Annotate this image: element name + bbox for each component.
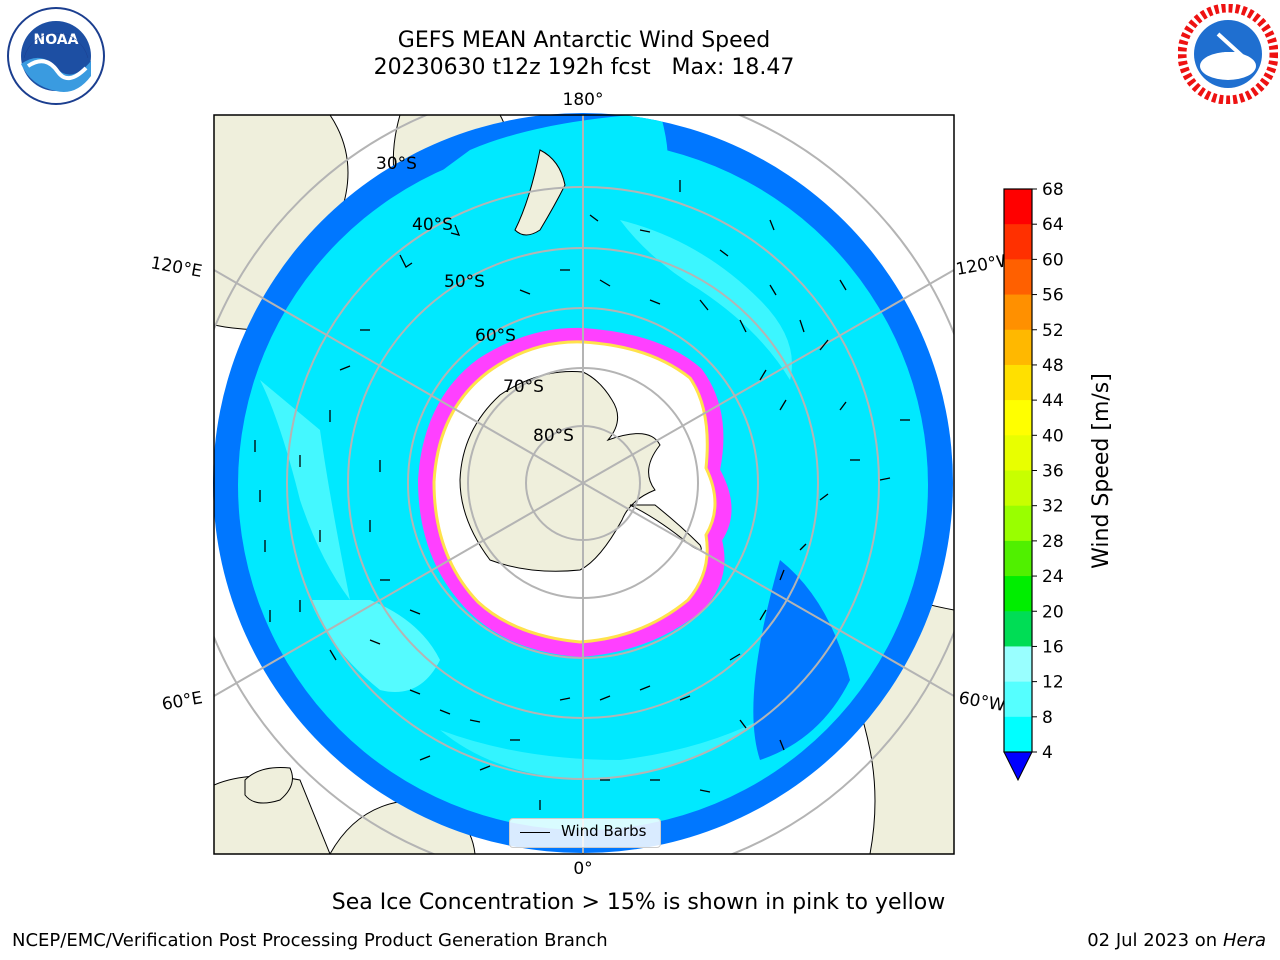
colorbar-tick-label: 24 (1042, 567, 1064, 587)
colorbar-cell (1004, 400, 1032, 436)
wind-barb-line-icon (520, 832, 550, 833)
colorbar-cell (1004, 259, 1032, 296)
colorbar-cell (1004, 611, 1032, 647)
colorbar-ticks: 68 64 60 56 52 48 44 40 36 32 28 24 20 16 12 8 4 (1032, 180, 1064, 763)
lon-label-0: 0° (573, 859, 592, 879)
colorbar-tick-label: 20 (1042, 602, 1064, 622)
lon-label-180: 180° (563, 90, 604, 110)
footer-date: 02 Jul 2023 on Hera (1087, 930, 1266, 951)
colorbar-tick-label: 56 (1042, 286, 1064, 306)
graticule (214, 115, 954, 854)
colorbar-cell (1004, 294, 1032, 331)
wind-barb-legend-label: Wind Barbs (561, 822, 647, 840)
polar-map[interactable]: 30°S 40°S 50°S 60°S 70°S 80°S 180° 0° 12… (0, 0, 1280, 880)
nws-logo-icon (1178, 4, 1278, 104)
colorbar-tick-label: 4 (1042, 743, 1053, 763)
colorbar-tick-label: 44 (1042, 391, 1064, 411)
colorbar-cell (1004, 329, 1032, 366)
map-frame (213, 114, 955, 855)
sea-ice-caption: Sea Ice Concentration > 15% is shown in … (0, 890, 1280, 915)
lat-label-70s: 70°S (503, 377, 544, 397)
new-zealand-land (514, 149, 566, 236)
sea-ice-and-antarctica (417, 327, 732, 658)
colorbar-label: Wind Speed [m/s] (1089, 373, 1114, 569)
colorbar-tick-label: 48 (1042, 356, 1064, 376)
footer-date-text: 02 Jul 2023 on (1087, 930, 1223, 951)
lat-label-80s: 80°S (533, 426, 574, 446)
colorbar-cell (1004, 646, 1032, 683)
wind-barbs (254, 180, 910, 810)
lat-label-50s: 50°S (444, 272, 485, 292)
colorbar-cell (1004, 505, 1032, 542)
colorbar-cell (1004, 435, 1032, 471)
colorbar-tick-label: 52 (1042, 321, 1064, 341)
latitude-labels: 30°S 40°S 50°S 60°S 70°S 80°S (376, 154, 574, 446)
colorbar-tick-label: 36 (1042, 462, 1064, 482)
colorbar-tick-label: 12 (1042, 673, 1064, 693)
colorbar-tick-label: 28 (1042, 532, 1064, 552)
colorbar-cell (1004, 224, 1032, 260)
lat-label-30s: 30°S (376, 154, 417, 174)
colorbar-cell (1004, 681, 1032, 718)
colorbar: 68 64 60 56 52 48 44 40 36 32 28 24 20 16 12 8 4 Wind Sp… (1003, 180, 1114, 782)
map-title: GEFS MEAN Antarctic Wind Speed (397, 28, 771, 53)
colorbar-extend-arrow (1003, 751, 1033, 782)
lat-label-60s: 60°S (475, 326, 516, 346)
colorbar-tick-label: 60 (1042, 250, 1064, 270)
lat-label-40s: 40°S (412, 215, 453, 235)
colorbar-tick-label: 64 (1042, 215, 1064, 235)
noaa-logo-text: NOAA (34, 32, 79, 48)
lon-label-60e: 60°E (160, 688, 204, 715)
colorbar-tick-label: 16 (1042, 637, 1064, 657)
footer-credit: NCEP/EMC/Verification Post Processing Pr… (12, 930, 608, 951)
colorbar-cell (1004, 189, 1032, 225)
noaa-logo-icon: NOAA (7, 7, 105, 105)
colorbar-cell (1004, 364, 1032, 401)
sea-ice-caption-text: Sea Ice Concentration > 15% is shown in … (331, 890, 946, 915)
colorbar-cell (1004, 470, 1032, 507)
colorbar-cell (1004, 576, 1032, 612)
footer-host: Hera (1222, 930, 1266, 951)
colorbar-tick-label: 8 (1042, 708, 1053, 728)
wind-barb-legend: Wind Barbs (509, 818, 661, 848)
colorbar-cell (1004, 716, 1032, 753)
colorbar-tick-label: 32 (1042, 497, 1064, 517)
lon-label-120e: 120°E (149, 253, 203, 282)
colorbar-cells (1004, 189, 1032, 753)
colorbar-cell (1004, 540, 1032, 577)
map-subtitle: 20230630 t12z 192h fcst Max: 18.47 (373, 55, 795, 80)
colorbar-tick-label: 68 (1042, 180, 1064, 200)
colorbar-tick-label: 40 (1042, 426, 1064, 446)
